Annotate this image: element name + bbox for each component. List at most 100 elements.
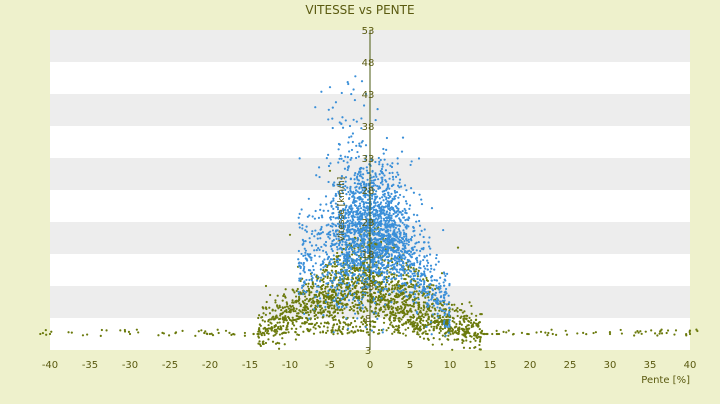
data-point-blue [363,248,366,251]
data-point-blue [384,283,387,286]
data-point-olive [592,331,595,335]
data-point-blue [366,276,369,280]
data-point-olive [353,299,356,303]
data-point-blue [373,198,376,201]
data-point-blue [344,243,347,246]
data-point-blue [376,317,379,320]
data-point-olive [423,306,426,309]
data-point-blue [361,246,364,249]
data-point-olive [408,297,411,300]
data-point-olive [462,339,465,343]
data-point-blue [317,216,321,219]
data-point-olive [311,281,314,284]
data-point-blue [356,222,359,226]
data-point-blue [374,160,377,164]
data-point-olive [264,328,268,331]
data-point-blue [348,124,352,128]
data-point-olive [276,305,279,308]
data-point-olive [374,315,377,318]
data-point-olive [431,306,434,309]
data-point-blue [364,209,367,212]
data-point-blue [337,305,341,308]
data-point-blue [419,249,422,253]
data-point-olive [295,307,298,310]
data-point-olive [421,332,424,335]
data-point-olive [415,268,418,271]
data-point-blue [404,209,407,212]
data-point-blue [380,258,383,261]
data-point-olive [424,312,427,316]
data-point-blue [346,220,349,224]
data-point-blue [343,214,346,217]
data-point-olive [294,310,297,313]
data-point-olive [336,308,339,311]
data-point-blue [389,207,392,210]
data-point-blue [332,261,335,264]
data-point-olive [365,274,369,277]
data-point-blue [338,221,341,224]
data-point-olive [440,318,443,322]
data-point-olive [341,293,345,296]
data-point-olive [381,310,385,313]
data-point-olive [422,316,425,319]
data-point-blue [379,214,382,218]
data-point-olive [407,268,410,271]
data-point-blue [370,179,373,182]
data-point-blue [377,238,381,241]
data-point-olive [412,313,415,317]
data-point-blue [304,251,307,254]
data-point-olive [358,266,361,270]
y-tick-label: 38 [362,122,375,133]
data-point-blue [377,242,380,245]
data-point-olive [365,328,369,331]
data-point-blue [352,118,355,121]
data-point-olive [274,299,277,302]
data-point-blue [424,267,427,270]
data-point-blue [388,243,391,246]
data-point-blue [386,242,389,246]
data-point-olive [351,326,355,329]
data-point-olive [461,341,464,345]
data-point-blue [341,189,344,192]
data-point-blue [379,256,383,260]
data-point-blue [401,247,404,250]
data-point-olive [480,329,484,332]
data-point-blue [308,278,311,282]
data-point-olive [387,326,390,330]
data-point-olive [456,314,459,318]
data-point-blue [348,150,351,153]
data-point-blue [359,168,362,171]
data-point-blue [400,274,403,278]
data-point-olive [306,285,310,288]
data-point-blue [352,259,355,262]
data-point-olive [313,317,317,321]
data-point-olive [295,320,298,323]
data-point-blue [383,287,386,291]
data-point-olive [326,264,329,267]
data-point-olive [464,325,468,329]
data-point-blue [319,203,322,206]
data-point-blue [303,247,306,250]
data-point-olive [281,318,285,321]
data-point-blue [348,243,351,247]
data-point-blue [353,293,356,296]
data-point-olive [285,310,288,313]
data-point-olive [441,316,445,319]
data-point-olive [306,319,309,322]
data-point-blue [357,155,360,158]
data-point-blue [315,174,318,177]
data-point-blue [352,251,355,254]
data-point-olive [331,265,334,268]
data-point-blue [305,291,308,294]
data-point-blue [299,272,302,275]
data-point-blue [443,299,446,302]
data-point-blue [358,234,362,238]
data-point-blue [386,228,390,231]
data-point-blue [338,157,341,160]
data-point-blue [396,260,399,263]
x-tick-label: 0 [367,360,373,371]
data-point-olive [439,316,442,320]
data-point-olive [271,316,274,319]
data-point-blue [362,194,365,197]
data-point-olive [479,338,482,342]
